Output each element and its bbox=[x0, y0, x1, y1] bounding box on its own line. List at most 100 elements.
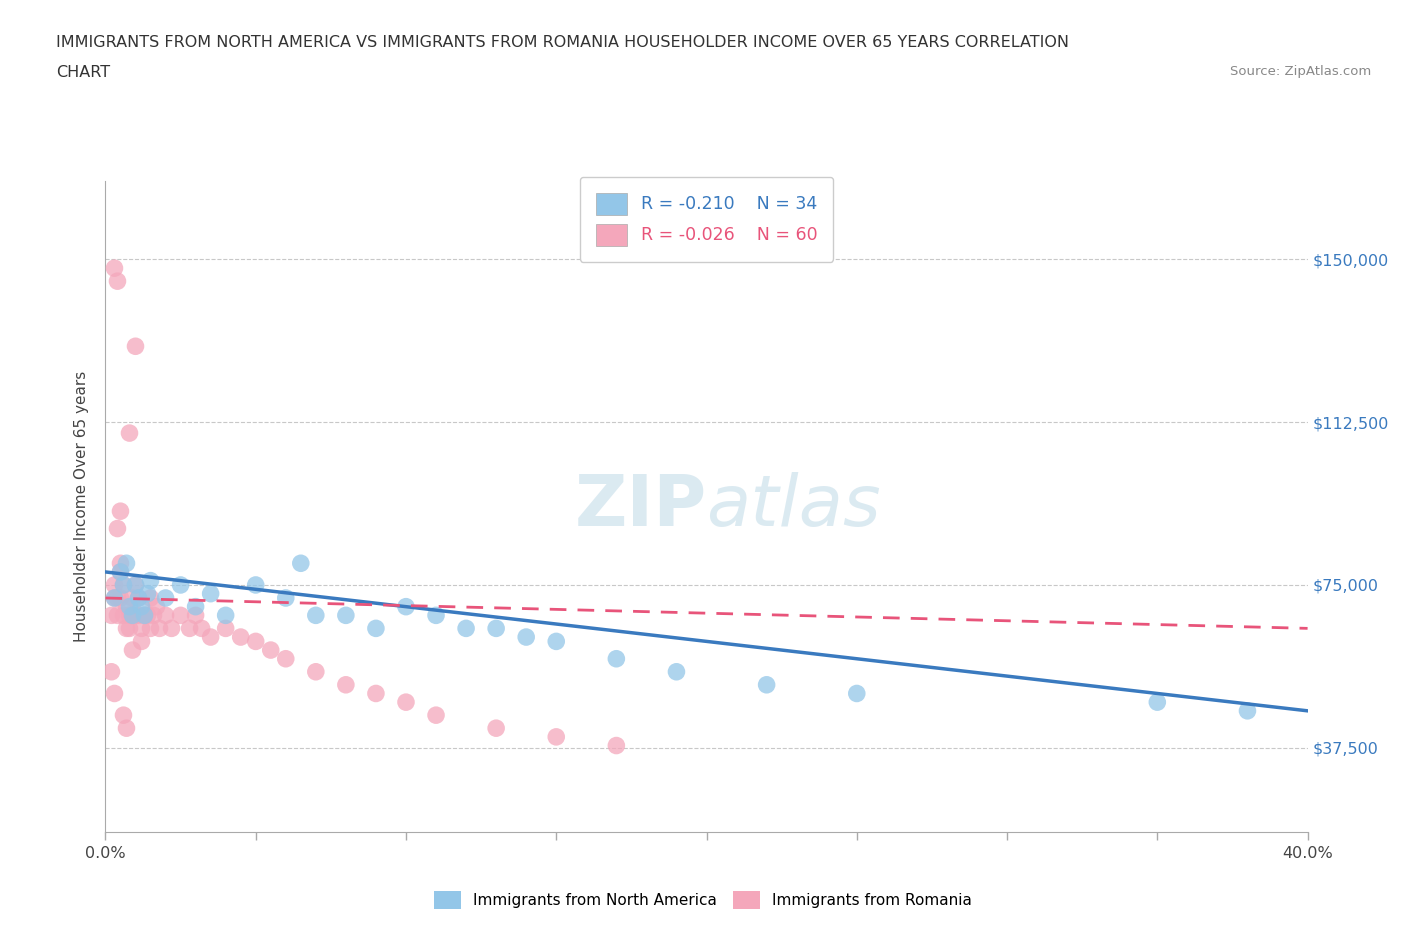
Point bbox=[179, 621, 201, 636]
Y-axis label: Householder Income Over 65 years: Householder Income Over 65 years bbox=[75, 371, 90, 643]
Point bbox=[139, 591, 162, 605]
Point bbox=[136, 586, 159, 601]
Point bbox=[260, 643, 283, 658]
Point bbox=[155, 591, 177, 605]
Point bbox=[118, 426, 141, 441]
Point bbox=[115, 721, 138, 736]
Point bbox=[546, 634, 568, 649]
Point bbox=[103, 686, 125, 701]
Point bbox=[103, 578, 125, 592]
Point bbox=[364, 621, 387, 636]
Point bbox=[124, 578, 146, 592]
Text: Source: ZipAtlas.com: Source: ZipAtlas.com bbox=[1230, 65, 1371, 78]
Point bbox=[110, 556, 132, 571]
Point bbox=[1146, 695, 1168, 710]
Point bbox=[142, 608, 165, 623]
Point bbox=[139, 573, 162, 588]
Point bbox=[155, 608, 177, 623]
Point bbox=[169, 578, 191, 592]
Point bbox=[214, 608, 236, 623]
Point bbox=[200, 630, 222, 644]
Point bbox=[121, 591, 143, 605]
Point bbox=[107, 608, 129, 623]
Point bbox=[128, 591, 150, 605]
Point bbox=[665, 664, 688, 679]
Point bbox=[107, 521, 129, 536]
Point bbox=[118, 621, 141, 636]
Point bbox=[110, 504, 132, 519]
Point bbox=[110, 591, 132, 605]
Point bbox=[121, 608, 143, 623]
Point bbox=[112, 608, 135, 623]
Point bbox=[121, 643, 143, 658]
Point bbox=[485, 621, 508, 636]
Point bbox=[290, 556, 312, 571]
Point bbox=[274, 591, 297, 605]
Point bbox=[118, 608, 141, 623]
Point bbox=[425, 608, 447, 623]
Point bbox=[485, 721, 508, 736]
Point bbox=[425, 708, 447, 723]
Point bbox=[169, 608, 191, 623]
Point bbox=[845, 686, 868, 701]
Point bbox=[145, 599, 167, 614]
Point bbox=[115, 556, 138, 571]
Point bbox=[200, 586, 222, 601]
Point bbox=[103, 591, 125, 605]
Point bbox=[112, 578, 135, 592]
Point bbox=[121, 608, 143, 623]
Point bbox=[134, 608, 156, 623]
Point bbox=[131, 621, 153, 636]
Point bbox=[136, 608, 159, 623]
Point bbox=[100, 664, 122, 679]
Point bbox=[139, 621, 162, 636]
Point bbox=[755, 677, 778, 692]
Point bbox=[118, 599, 141, 614]
Point bbox=[184, 608, 207, 623]
Point bbox=[605, 651, 627, 666]
Text: IMMIGRANTS FROM NORTH AMERICA VS IMMIGRANTS FROM ROMANIA HOUSEHOLDER INCOME OVER: IMMIGRANTS FROM NORTH AMERICA VS IMMIGRA… bbox=[56, 35, 1069, 50]
Point bbox=[229, 630, 252, 644]
Point bbox=[190, 621, 212, 636]
Point bbox=[364, 686, 387, 701]
Point bbox=[395, 599, 418, 614]
Point bbox=[112, 708, 135, 723]
Point bbox=[100, 608, 122, 623]
Point bbox=[454, 621, 477, 636]
Point bbox=[107, 591, 129, 605]
Legend: Immigrants from North America, Immigrants from Romania: Immigrants from North America, Immigrant… bbox=[427, 885, 979, 915]
Point bbox=[245, 634, 267, 649]
Point bbox=[115, 621, 138, 636]
Point bbox=[124, 578, 146, 592]
Point bbox=[134, 608, 156, 623]
Point bbox=[128, 608, 150, 623]
Point bbox=[184, 599, 207, 614]
Text: CHART: CHART bbox=[56, 65, 110, 80]
Point bbox=[124, 339, 146, 353]
Point bbox=[1236, 703, 1258, 718]
Point bbox=[115, 599, 138, 614]
Point bbox=[131, 634, 153, 649]
Point bbox=[124, 608, 146, 623]
Point bbox=[546, 729, 568, 744]
Point bbox=[305, 664, 328, 679]
Point bbox=[107, 273, 129, 288]
Point bbox=[103, 260, 125, 275]
Point bbox=[245, 578, 267, 592]
Point bbox=[515, 630, 537, 644]
Legend: R = -0.210    N = 34, R = -0.026    N = 60: R = -0.210 N = 34, R = -0.026 N = 60 bbox=[581, 177, 832, 261]
Point bbox=[103, 591, 125, 605]
Point bbox=[148, 621, 170, 636]
Point bbox=[274, 651, 297, 666]
Point bbox=[110, 565, 132, 579]
Point bbox=[305, 608, 328, 623]
Point bbox=[605, 738, 627, 753]
Point bbox=[160, 621, 183, 636]
Point bbox=[335, 677, 357, 692]
Point bbox=[395, 695, 418, 710]
Text: atlas: atlas bbox=[707, 472, 882, 541]
Point bbox=[131, 599, 153, 614]
Point bbox=[214, 621, 236, 636]
Point bbox=[335, 608, 357, 623]
Point bbox=[110, 565, 132, 579]
